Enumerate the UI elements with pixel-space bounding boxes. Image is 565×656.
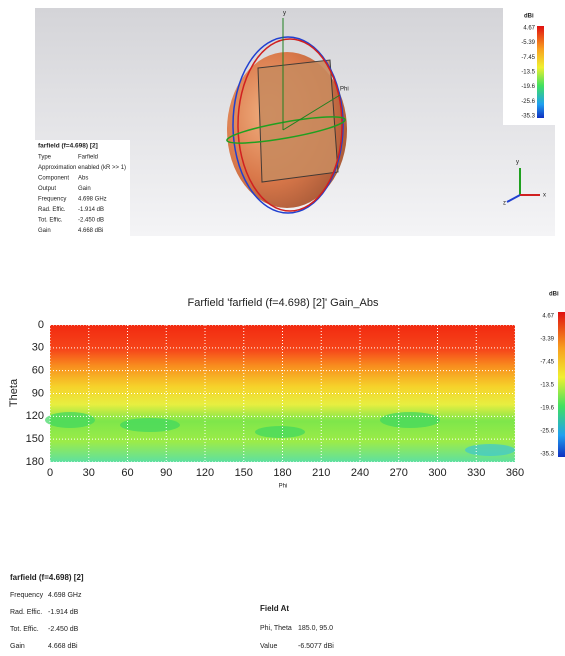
x-tick-label: 0 (47, 467, 53, 479)
x-tick-label: 90 (160, 467, 172, 479)
info-value: -1.914 dB (48, 609, 79, 616)
info-value: 4.698 GHz (48, 592, 82, 599)
x-tick-label: 120 (196, 467, 214, 479)
axis-label: y (283, 11, 286, 17)
info-key: Gain (10, 643, 25, 650)
info-value: 185.0, 95.0 (298, 625, 333, 632)
info-key: Rad. Effic. (10, 609, 42, 616)
colorbar-unit: dBi (524, 14, 534, 20)
info-value: -2.450 dB (78, 218, 104, 224)
axis-label: Phi (340, 87, 349, 93)
colorbar-tick: -35.3 (540, 452, 554, 458)
y-axis-label: Theta (8, 378, 20, 407)
info-key: Frequency (10, 592, 44, 599)
colorbar-tick: -25.6 (540, 429, 554, 435)
colorbar-tick: 4.67 (542, 314, 554, 320)
info-key: Phi, Theta (260, 625, 292, 632)
info-key: Gain (38, 228, 51, 234)
info-value: -6.5077 dBi (298, 643, 334, 650)
info-key: Output (38, 186, 56, 192)
x-tick-label: 30 (83, 467, 95, 479)
x-tick-label: 180 (273, 467, 291, 479)
info-key: Rad. Effic. (38, 207, 66, 213)
y-tick-label: 90 (32, 387, 44, 399)
y-tick-label: 30 (32, 342, 44, 354)
colorbar-tick: -35.3 (521, 114, 535, 120)
colorbar-tick: -5.39 (521, 40, 535, 46)
x-tick-label: 360 (506, 467, 524, 479)
info-key: Frequency (38, 197, 66, 203)
colorbar-tick: -25.6 (521, 99, 535, 105)
y-tick-label: 180 (26, 456, 44, 468)
x-tick-label: 270 (390, 467, 408, 479)
info-key: Tot. Effic. (10, 626, 39, 633)
info-key: Value (260, 643, 277, 650)
colorbar-tick: -19.6 (521, 84, 535, 90)
info-title: farfield (f=4.698) [2] (38, 143, 98, 150)
info-key: Tot. Effic. (38, 218, 63, 224)
panel-title: farfield (f=4.698) [2] (10, 573, 84, 582)
screen: y Phi y z x farfield (f=4.698) [2] dBi F… (0, 0, 565, 656)
y-tick-label: 150 (26, 433, 44, 445)
heatmap-title: Farfield 'farfield (f=4.698) [2]' Gain_A… (188, 297, 379, 309)
x-tick-label: 330 (467, 467, 485, 479)
y-tick-label: 60 (32, 365, 44, 377)
colorbar-tick: -7.45 (540, 360, 554, 366)
info-key: Type (38, 155, 52, 161)
info-key: Component (38, 176, 69, 182)
colorbar-tick: -7.45 (521, 55, 535, 61)
x-axis-label: Phi (279, 484, 288, 490)
info-value: Gain (78, 186, 91, 192)
page: y Phi y z x farfield (f=4.698) [2] dBi F… (0, 0, 565, 656)
triad-label: z (503, 201, 506, 207)
info-value: enabled (kR >> 1) (78, 165, 126, 171)
colorbar-tick: 4.67 (523, 26, 535, 32)
info-value: -1.914 dB (78, 207, 104, 213)
y-tick-label: 120 (26, 410, 44, 422)
info-value: Abs (78, 176, 88, 182)
x-tick-label: 210 (312, 467, 330, 479)
info-value: Farfield (78, 155, 98, 161)
info-value: 4.668 dBi (78, 228, 103, 234)
panel-title: Field At (260, 604, 289, 613)
colorbar-tick: -13.5 (540, 383, 554, 389)
colorbar-tick: -3.39 (540, 337, 554, 343)
colorbar-tick: -19.6 (540, 406, 554, 412)
x-tick-label: 150 (235, 467, 253, 479)
triad-label: x (543, 193, 546, 199)
info-value: 4.698 GHz (78, 197, 107, 203)
info-value: -2.450 dB (48, 626, 79, 633)
y-tick-label: 0 (38, 319, 44, 331)
x-tick-label: 60 (121, 467, 133, 479)
colorbar-unit: dBi (549, 292, 559, 298)
colorbar (537, 26, 544, 118)
info-value: 4.668 dBi (48, 643, 78, 650)
info-key: Approximation (38, 165, 76, 171)
triad-label: y (516, 160, 519, 166)
x-tick-label: 300 (428, 467, 446, 479)
colorbar (558, 312, 565, 457)
x-tick-label: 240 (351, 467, 369, 479)
colorbar-tick: -13.5 (521, 70, 535, 76)
